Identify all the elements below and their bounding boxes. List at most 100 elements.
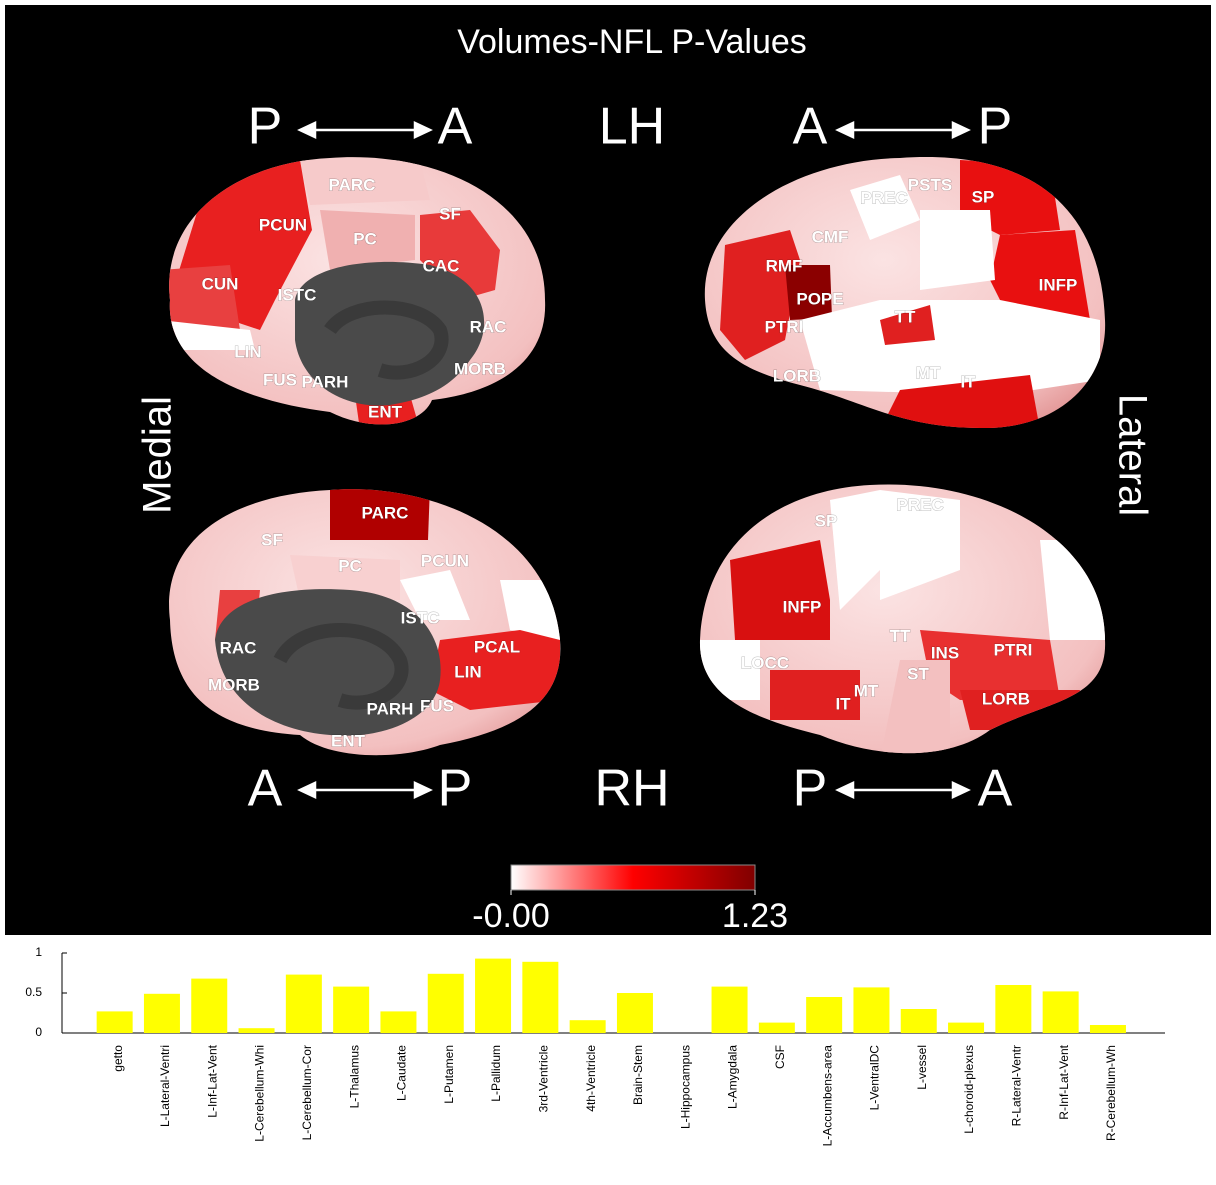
bar [333,987,369,1033]
region-label: SP [972,187,995,206]
bar [380,1011,416,1033]
orientation-label: P [978,98,1013,156]
region-label: CAC [423,256,460,275]
region-label: INFP [783,597,822,616]
region-label: PARH [302,372,349,391]
region-label: SF [439,204,461,223]
region-label: FUS [420,696,454,715]
bar [286,975,322,1033]
bar [617,993,653,1033]
region-label: SF [261,530,283,549]
region-label: SP [815,511,838,530]
region-label: CUN [202,274,239,293]
region-label: RAC [220,638,257,657]
region-label: PREC [860,188,907,207]
region-label: ISTC [278,285,317,304]
x-tick-label: Brain-Stem [631,1045,645,1105]
x-tick-label: 4th-Ventricle [584,1045,598,1112]
region-label: LOCC [741,653,789,672]
x-tick-label: R-Inf-Lat-Vent [1057,1044,1071,1119]
region-label: RAC [470,317,507,336]
region-label: LIN [454,662,481,681]
region-label: LORB [773,366,821,385]
region-label: ST [907,664,929,683]
bar [901,1009,937,1033]
region-label: IT [960,372,976,391]
figure: Volumes-NFL P-Values [0,0,1216,1185]
region-label: PARC [329,175,376,194]
region-label: MORB [208,675,260,694]
x-tick-label: L-Thalamus [347,1045,361,1108]
x-tick-label: L-Accumbens-area [820,1045,834,1147]
region-label: IT [835,694,851,713]
x-tick-label: L-Caudate [395,1045,409,1101]
region-label: POPE [796,289,843,308]
bar [522,962,558,1033]
x-tick-label: L-Hippocampus [678,1045,692,1129]
x-tick-label: L-vessel [915,1045,929,1090]
x-tick-label: L-VentralDC [868,1045,882,1111]
x-tick-label: L-choroid-plexus [962,1045,976,1134]
bar [1043,991,1079,1033]
title: Volumes-NFL P-Values [457,23,807,61]
orientation-label: P [793,760,828,818]
x-tick-label: L-Cerebellum-Whi [253,1045,267,1142]
bar [712,987,748,1033]
x-tick-label: getto [111,1045,125,1072]
region-label: PTRI [994,640,1033,659]
colorbar-tick-label: -0.00 [472,897,550,935]
region-label: MT [916,363,941,382]
region-label: CMF [812,227,849,246]
x-tick-label: R-Lateral-Ventr [1010,1045,1024,1126]
orientation-label: A [793,98,828,156]
region-label: RMF [766,256,803,275]
bar [191,979,227,1033]
x-tick-label: 3rd-Ventricle [537,1045,551,1113]
region-label: TT [890,626,911,645]
region-label: PARC [362,503,409,522]
orientation-label: P [438,760,473,818]
bar [239,1028,275,1033]
colorbar-tick-label: 1.23 [722,897,788,935]
region-label: PC [338,556,362,575]
region-label: PCUN [421,551,469,570]
x-tick-label: L-Pallidum [489,1045,503,1102]
bar [144,994,180,1033]
region-label: PSTS [908,175,952,194]
region-label: INS [931,643,959,662]
x-tick-label: L-Lateral-Ventri [158,1045,172,1127]
y-tick-label: 1 [35,945,42,959]
y-tick-label: 0 [35,1025,42,1039]
bar [428,974,464,1033]
bar [570,1020,606,1033]
region-label: INFP [1039,275,1078,294]
region-label: LIN [234,342,261,361]
y-tick-label: 0.5 [25,985,42,999]
bar [853,987,889,1033]
bar [475,959,511,1033]
bar [995,985,1031,1033]
region-label: PC [353,229,377,248]
region-label: MT [854,681,879,700]
x-tick-label: CSF [773,1045,787,1069]
region-label: PTRI [765,317,804,336]
orientation-label: RH [594,760,669,818]
view-label: Medial [136,396,180,514]
orientation-label: A [248,760,283,818]
region-label: ISTC [401,608,440,627]
region-label: PCAL [474,637,520,656]
region-label: ENT [368,402,403,421]
orientation-label: LH [599,98,665,156]
x-tick-label: L-Inf-Lat-Vent [205,1044,219,1117]
bar [806,997,842,1033]
x-tick-label: L-Amygdala [726,1045,740,1109]
region-label: ENT [331,731,366,750]
region-label: FUS [263,370,297,389]
region-label: LORB [982,689,1030,708]
orientation-label: A [978,760,1013,818]
colorbar [511,865,755,890]
region-label: PCUN [259,215,307,234]
region-label: PARH [367,699,414,718]
orientation-label: A [438,98,473,156]
x-tick-label: L-Cerebellum-Cor [300,1045,314,1140]
